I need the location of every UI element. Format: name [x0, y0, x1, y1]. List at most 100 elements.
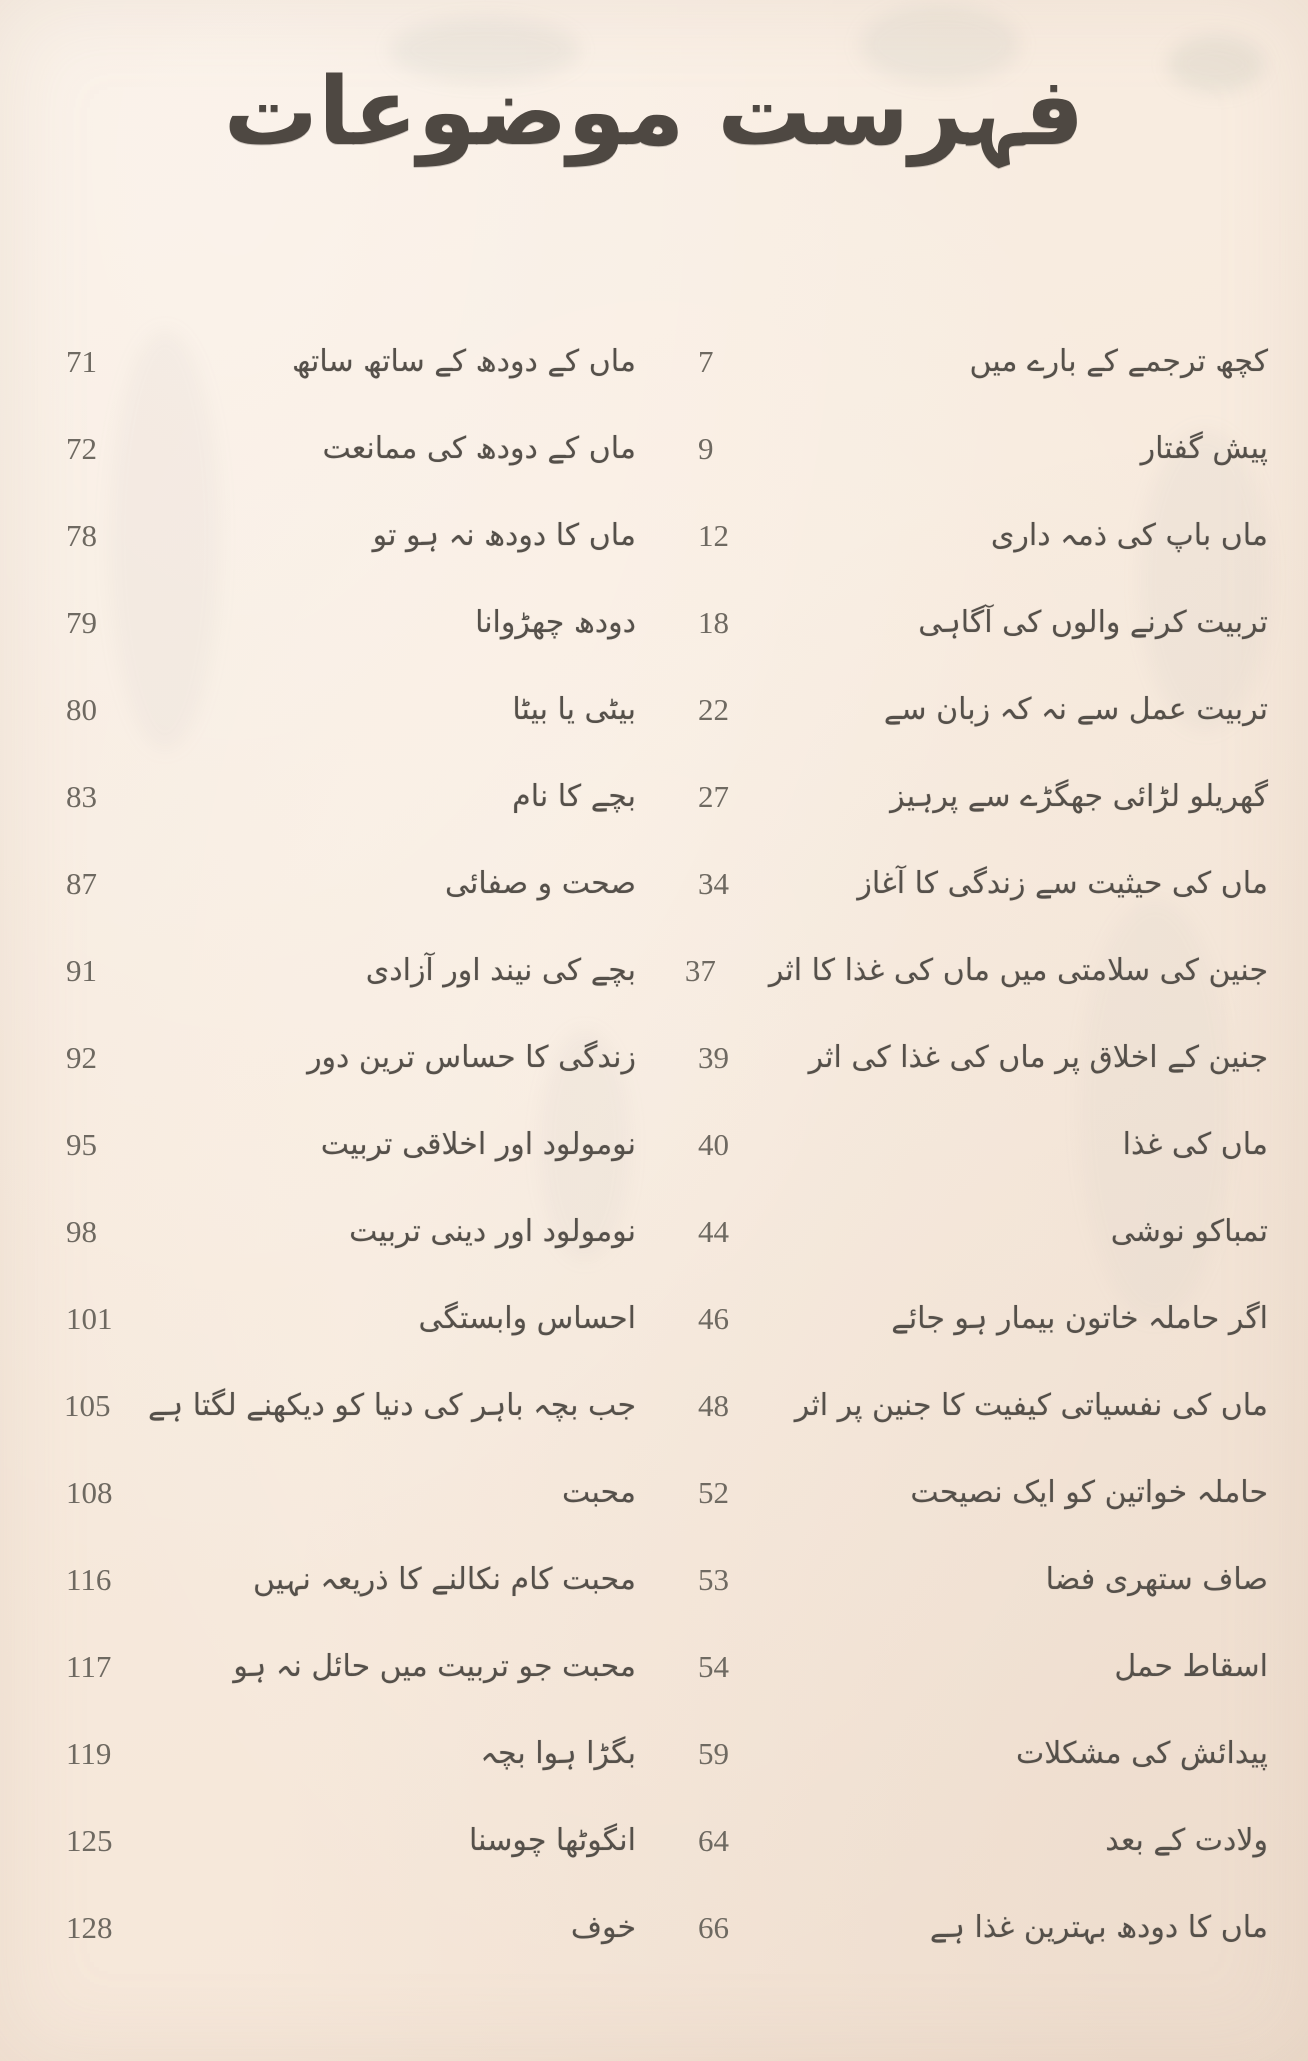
entry-page-number: 54	[698, 1648, 729, 1684]
entry-page-number: 48	[698, 1387, 729, 1423]
entry-title: محبت	[562, 1475, 636, 1510]
toc-entry: بچے کا نام 83	[66, 753, 636, 840]
entry-title: نومولود اور دینی تربیت	[349, 1214, 636, 1249]
entry-title: بچے کی نیند اور آزادی	[365, 953, 636, 988]
entry-page-number: 59	[698, 1735, 729, 1771]
toc-entry: خوف 128	[66, 1884, 636, 1971]
entry-page-number: 108	[66, 1474, 113, 1510]
toc-entry: بگڑا ہوا بچہ 119	[66, 1710, 636, 1797]
toc-entry: پیش گفتار 9	[698, 405, 1268, 492]
toc-columns: کچھ ترجمے کے بارے میں 7 پیش گفتار 9 ماں باپ …	[64, 318, 1268, 1971]
entry-page-number: 119	[66, 1735, 112, 1771]
toc-column-part1: کچھ ترجمے کے بارے میں 7 پیش گفتار 9 ماں باپ …	[685, 318, 1268, 1971]
entry-title: ماں کا دودھ نہ ہو تو	[372, 518, 636, 553]
toc-entry: تمباکو نوشی 44	[698, 1188, 1268, 1275]
entry-page-number: 98	[66, 1213, 97, 1249]
toc-entry: جنین کے اخلاق پر ماں کی غذا کی اثر 39	[698, 1014, 1268, 1101]
entry-page-number: 22	[698, 691, 729, 727]
toc-entry: نومولود اور دینی تربیت 98	[66, 1188, 636, 1275]
toc-entry: محبت 108	[66, 1449, 636, 1536]
entry-title: ماں کے دودھ کی ممانعت	[322, 431, 636, 466]
toc-entry: ماں کے دودھ کی ممانعت 72	[66, 405, 636, 492]
entry-title: ماں باپ کی ذمہ داری	[990, 518, 1268, 553]
toc-entry: کچھ ترجمے کے بارے میں 7	[698, 318, 1268, 405]
toc-entry: زندگی کا حساس ترین دور 92	[66, 1014, 636, 1101]
toc-entry: انگوٹھا چوسنا 125	[66, 1797, 636, 1884]
toc-entry: پیدائش کی مشکلات 59	[698, 1710, 1268, 1797]
entry-page-number: 64	[698, 1822, 729, 1858]
entry-title: بگڑا ہوا بچہ	[480, 1736, 636, 1771]
entry-page-number: 125	[66, 1822, 113, 1858]
entry-title: پیش گفتار	[1140, 431, 1268, 466]
entry-page-number: 71	[66, 343, 97, 379]
entry-title: بچے کا نام	[512, 779, 636, 814]
toc-entry: بیٹی یا بیٹا 80	[66, 666, 636, 753]
entry-title: ماں کی حیثیت سے زندگی کا آغاز	[857, 866, 1268, 901]
entry-title: دودھ چھڑوانا	[475, 605, 636, 640]
entry-page-number: 7	[698, 343, 714, 379]
entry-title: ولادت کے بعد	[1105, 1823, 1268, 1858]
toc-entry: تربیت کرنے والوں کی آگاہی 18	[698, 579, 1268, 666]
entry-page-number: 18	[698, 604, 729, 640]
entry-page-number: 72	[66, 430, 97, 466]
entry-title: پیدائش کی مشکلات	[1016, 1736, 1268, 1771]
entry-title: جنین کی سلامتی میں ماں کی غذا کا اثر	[768, 953, 1268, 988]
entry-title: تمباکو نوشی	[1110, 1214, 1268, 1249]
toc-entry: نومولود اور اخلاقی تربیت 95	[66, 1101, 636, 1188]
entry-title: جنین کے اخلاق پر ماں کی غذا کی اثر	[808, 1040, 1268, 1075]
toc-entry: بچے کی نیند اور آزادی 91	[66, 927, 636, 1014]
entry-page-number: 37	[684, 952, 716, 988]
entry-title: انگوٹھا چوسنا	[469, 1823, 636, 1858]
toc-entry: ماں کا دودھ بہترین غذا ہے 66	[698, 1884, 1268, 1971]
entry-page-number: 128	[66, 1909, 113, 1945]
entry-page-number: 92	[66, 1039, 97, 1075]
entry-page-number: 95	[66, 1126, 97, 1162]
toc-entry: ماں کی حیثیت سے زندگی کا آغاز 34	[698, 840, 1268, 927]
entry-page-number: 12	[698, 517, 729, 553]
entry-title: نومولود اور اخلاقی تربیت	[320, 1127, 636, 1162]
toc-entry: صاف ستھری فضا 53	[698, 1536, 1268, 1623]
entry-page-number: 27	[698, 778, 729, 814]
toc-entry: حاملہ خواتین کو ایک نصیحت 52	[698, 1449, 1268, 1536]
entry-page-number: 87	[66, 865, 97, 901]
entry-title: محبت جو تربیت میں حائل نہ ہو	[233, 1649, 636, 1684]
toc-entry: ولادت کے بعد 64	[698, 1797, 1268, 1884]
entry-title: صحت و صفائی	[444, 866, 636, 901]
entry-page-number: 91	[66, 952, 97, 988]
entry-title: اگر حاملہ خاتون بیمار ہو جائے	[891, 1301, 1268, 1336]
toc-entry: جب بچہ باہر کی دنیا کو دیکھنے لگتا ہے 105	[64, 1362, 636, 1449]
toc-entry: احساس وابستگی 101	[66, 1275, 636, 1362]
toc-entry: ماں کے دودھ کے ساتھ ساتھ 71	[66, 318, 636, 405]
toc-entry: دودھ چھڑوانا 79	[66, 579, 636, 666]
entry-page-number: 116	[66, 1561, 112, 1597]
entry-title: تربیت کرنے والوں کی آگاہی	[918, 605, 1268, 640]
entry-page-number: 117	[66, 1648, 112, 1684]
entry-title: اسقاط حمل	[1114, 1649, 1268, 1684]
toc-entry: جنین کی سلامتی میں ماں کی غذا کا اثر 37	[685, 927, 1268, 1014]
page-title: فہرست موضوعات	[223, 58, 1085, 167]
entry-title: تربیت عمل سے نہ کہ زبان سے	[883, 692, 1268, 727]
entry-title: بیٹی یا بیٹا	[512, 692, 636, 727]
toc-entry: محبت جو تربیت میں حائل نہ ہو 117	[66, 1623, 636, 1710]
entry-page-number: 9	[698, 430, 714, 466]
entry-page-number: 34	[698, 865, 729, 901]
entry-page-number: 40	[698, 1126, 729, 1162]
entry-page-number: 83	[66, 778, 97, 814]
toc-entry: محبت کام نکالنے کا ذریعہ نہیں 116	[66, 1536, 636, 1623]
entry-page-number: 78	[66, 517, 97, 553]
toc-entry: تربیت عمل سے نہ کہ زبان سے 22	[698, 666, 1268, 753]
entry-page-number: 53	[698, 1561, 729, 1597]
entry-page-number: 39	[698, 1039, 729, 1075]
entry-title: ماں کی نفسیاتی کیفیت کا جنین پر اثر	[794, 1388, 1268, 1423]
entry-title: حاملہ خواتین کو ایک نصیحت	[910, 1475, 1268, 1510]
entry-page-number: 105	[64, 1387, 111, 1423]
toc-entry: ماں کی نفسیاتی کیفیت کا جنین پر اثر 48	[698, 1362, 1268, 1449]
entry-title: گھریلو لڑائی جھگڑے سے پرہیز	[890, 779, 1268, 814]
toc-entry: ماں کا دودھ نہ ہو تو 78	[66, 492, 636, 579]
entry-page-number: 101	[66, 1300, 113, 1336]
entry-title: ماں کے دودھ کے ساتھ ساتھ	[292, 344, 636, 379]
entry-page-number: 52	[698, 1474, 729, 1510]
toc-entry: اگر حاملہ خاتون بیمار ہو جائے 46	[698, 1275, 1268, 1362]
entry-title: صاف ستھری فضا	[1045, 1562, 1268, 1597]
